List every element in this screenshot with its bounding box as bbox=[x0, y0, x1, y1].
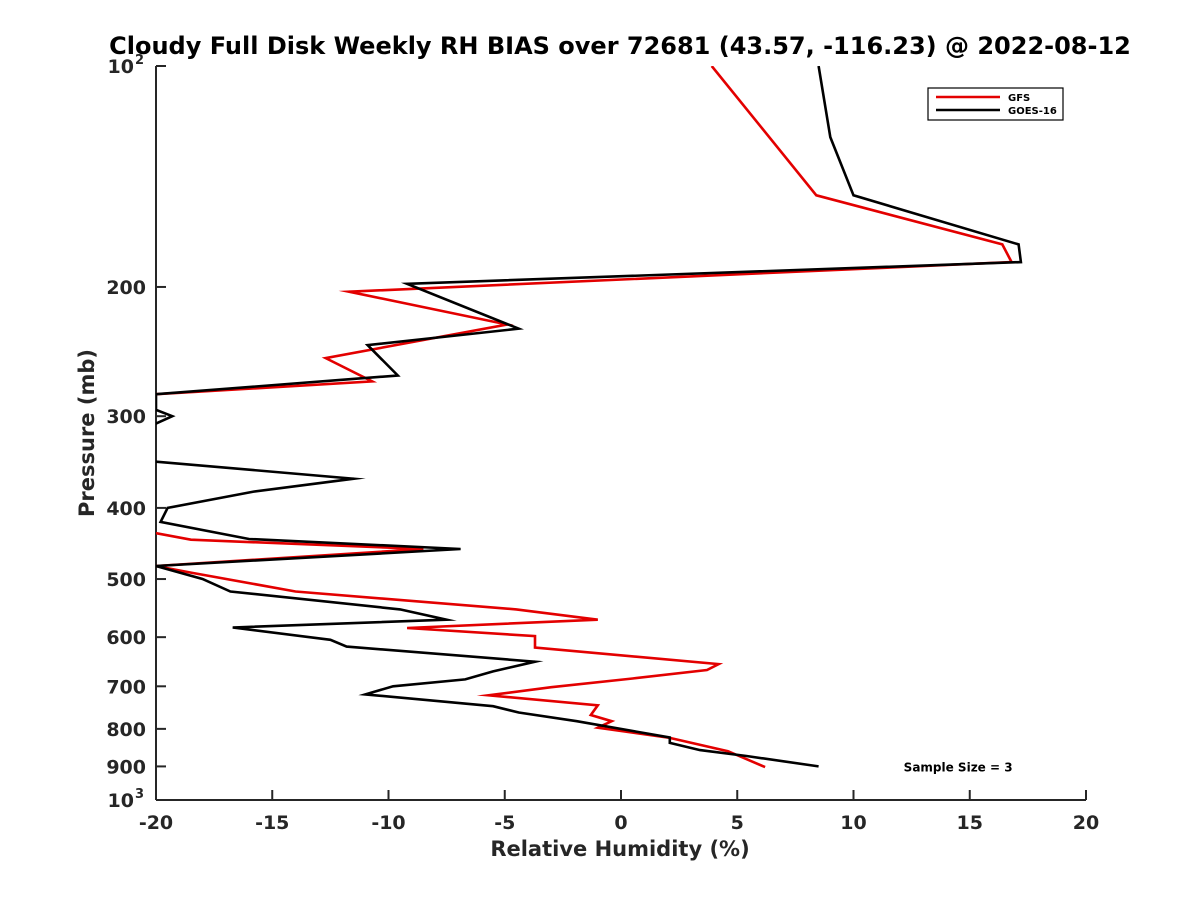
legend: GFS GOES-16 bbox=[927, 87, 1064, 121]
y-tick-label: 300 bbox=[106, 406, 146, 428]
y-tick-label: 500 bbox=[106, 569, 146, 591]
y-tick-label: 10 bbox=[108, 790, 134, 812]
y-tick-exponent: 2 bbox=[135, 53, 144, 68]
legend-box bbox=[927, 87, 1064, 121]
annotations: Sample Size = 3 bbox=[904, 760, 1013, 774]
sample-size-annotation: Sample Size = 3 bbox=[904, 760, 1013, 774]
y-tick-label: 10 bbox=[108, 56, 134, 78]
y-tick-label: 200 bbox=[106, 277, 146, 299]
x-tick-label: -5 bbox=[494, 812, 515, 834]
series-line-goes-16 bbox=[156, 66, 1023, 768]
y-tick-label: 800 bbox=[106, 719, 146, 741]
x-tick-label: 20 bbox=[1073, 812, 1099, 834]
x-tick-label: 0 bbox=[614, 812, 627, 834]
x-tick-label: -20 bbox=[139, 812, 173, 834]
series-layer bbox=[156, 66, 1023, 769]
y-axis-label: Pressure (mb) bbox=[75, 349, 99, 517]
x-tick-label: 15 bbox=[957, 812, 983, 834]
y-tick-label: 600 bbox=[106, 627, 146, 649]
x-tick-label: 10 bbox=[840, 812, 866, 834]
y-tick-label: 700 bbox=[106, 676, 146, 698]
legend-label: GOES-16 bbox=[1008, 106, 1057, 117]
chart-title: Cloudy Full Disk Weekly RH BIAS over 726… bbox=[109, 32, 1131, 60]
x-axis-label: Relative Humidity (%) bbox=[490, 837, 749, 861]
x-tick-label: -15 bbox=[255, 812, 289, 834]
y-tick-exponent: 3 bbox=[135, 787, 144, 802]
y-tick-label: 400 bbox=[106, 498, 146, 520]
x-tick-label: -10 bbox=[371, 812, 405, 834]
series-line-gfs bbox=[156, 66, 1014, 769]
legend-label: GFS bbox=[1008, 93, 1030, 104]
x-tick-label: 5 bbox=[731, 812, 744, 834]
y-tick-label: 900 bbox=[106, 756, 146, 778]
